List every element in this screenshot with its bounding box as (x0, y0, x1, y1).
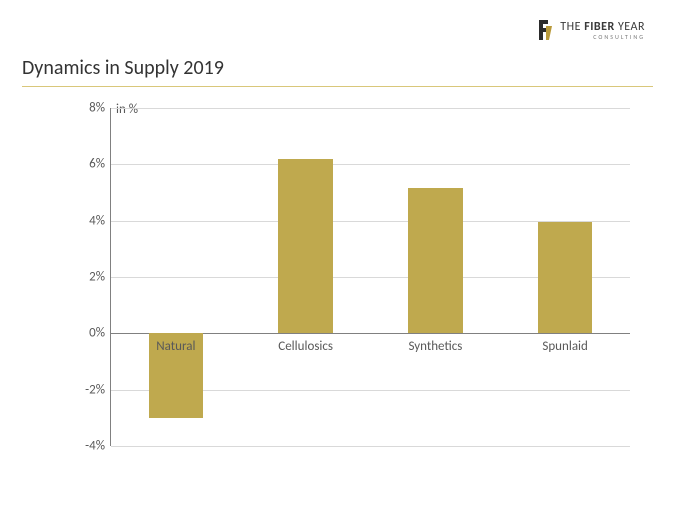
plot-area: -4%-2%0%2%4%6%8%NaturalCellulosicsSynthe… (110, 108, 630, 446)
slide: THE FIBER YEAR CONSULTING Dynamics in Su… (0, 0, 675, 506)
brand-text-line2: CONSULTING (560, 34, 645, 40)
bar (538, 222, 592, 333)
category-label: Spunlaid (542, 339, 588, 354)
bar (278, 159, 332, 334)
chart-title: Dynamics in Supply 2019 (22, 56, 224, 80)
y-tick-label: 4% (71, 213, 105, 228)
y-tick-label: 2% (71, 270, 105, 285)
gridline (111, 108, 630, 109)
y-tick-label: 0% (71, 326, 105, 341)
y-tick-label: 6% (71, 157, 105, 172)
category-label: Natural (156, 339, 195, 354)
gridline (111, 446, 630, 447)
bar (408, 188, 462, 333)
brand-mark-icon (536, 18, 554, 42)
y-tick-label: -4% (71, 439, 105, 454)
category-label: Cellulosics (278, 339, 333, 354)
brand-text-line1: THE FIBER YEAR (560, 21, 645, 33)
brand-logo: THE FIBER YEAR CONSULTING (536, 18, 645, 42)
supply-bar-chart: in % -4%-2%0%2%4%6%8%NaturalCellulosicsS… (70, 96, 630, 456)
gridline (111, 164, 630, 165)
y-tick-label: -2% (71, 382, 105, 397)
category-label: Synthetics (408, 339, 462, 354)
title-underline (22, 86, 653, 87)
y-tick-label: 8% (71, 101, 105, 116)
